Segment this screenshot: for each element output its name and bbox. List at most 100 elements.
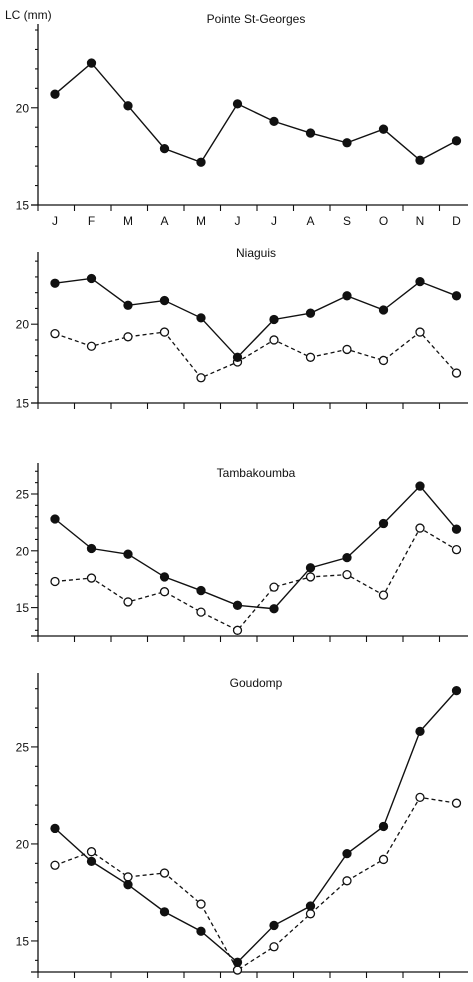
panel-title-niaguis: Niaguis (236, 246, 276, 260)
data-point-open-tambakoumba (196, 607, 206, 617)
series-line-open-niaguis (54, 331, 457, 379)
data-point-filled-tambakoumba (378, 518, 389, 529)
data-point-open-niaguis (451, 368, 462, 378)
panel-pointe-st-georges: Pointe St-Georges 15 20 J F M A M J J A S O N D (16, 12, 468, 228)
data-point-open-tambakoumba (378, 590, 389, 600)
data-point-filled-goudomp (50, 823, 60, 834)
data-point-open-goudomp (378, 854, 389, 865)
data-point-open-niaguis (159, 327, 170, 337)
data-point-filled-tambakoumba (305, 563, 316, 573)
data-point-filled-goudomp (342, 848, 352, 859)
data-point-filled-goudomp (451, 685, 462, 696)
data-point-open-tambakoumba (50, 576, 60, 587)
panel-niaguis: Niaguis 15 20 (16, 246, 468, 411)
data-point-open-goudomp (342, 876, 352, 886)
data-point-filled-niaguis (232, 352, 243, 362)
data-point-open-tambakoumba (159, 587, 170, 597)
data-point-filled-goudomp (123, 880, 133, 890)
data-point-open-tambakoumba (86, 573, 97, 583)
data-point-open-niaguis (269, 335, 279, 345)
data-point-open-goudomp (86, 847, 97, 857)
data-point-filled-goudomp (196, 926, 206, 936)
data-point-filled-pointe-st-georges (86, 58, 97, 68)
x-tick-label-pointe-st-georges: N (416, 214, 425, 228)
data-point-open-niaguis (378, 355, 389, 366)
data-point-filled-pointe-st-georges (451, 136, 462, 146)
y-tick-label-goudomp: 20 (16, 837, 30, 851)
data-point-open-tambakoumba (305, 572, 316, 582)
data-point-filled-pointe-st-georges (305, 128, 316, 138)
data-point-open-niaguis (50, 329, 60, 339)
data-point-open-goudomp (269, 942, 279, 952)
data-point-open-niaguis (415, 327, 425, 337)
data-point-filled-pointe-st-georges (123, 101, 133, 111)
y-tick-label-pointe-st-georges: 15 (16, 199, 30, 213)
x-tick-label-pointe-st-georges: A (160, 214, 168, 228)
data-point-filled-pointe-st-georges (342, 138, 352, 148)
data-point-filled-tambakoumba (232, 600, 243, 610)
data-point-filled-niaguis (451, 291, 462, 301)
y-tick-label-pointe-st-georges: 20 (16, 101, 30, 115)
data-point-filled-niaguis (196, 313, 206, 323)
series-line-filled-goudomp (54, 690, 458, 964)
y-tick-label-tambakoumba: 15 (16, 601, 30, 615)
data-point-filled-niaguis (305, 308, 316, 318)
series-line-filled-niaguis (54, 277, 457, 359)
x-tick-label-pointe-st-georges: J (52, 214, 58, 228)
x-tick-label-pointe-st-georges: J (271, 214, 277, 228)
data-point-filled-pointe-st-georges (196, 157, 206, 167)
series-line-filled-pointe-st-georges (54, 62, 457, 164)
data-point-filled-tambakoumba (196, 585, 206, 596)
data-point-open-niaguis (123, 332, 133, 342)
y-tick-label-tambakoumba: 25 (16, 487, 30, 501)
chart-panels: Pointe St-Georges 15 20 J F M A M J J A S O N D Niaguis… (16, 12, 468, 978)
y-tick-label-goudomp: 25 (16, 740, 30, 754)
data-point-open-niaguis (196, 373, 206, 383)
data-point-open-tambakoumba (123, 597, 133, 607)
data-point-filled-tambakoumba (159, 572, 170, 582)
data-point-filled-pointe-st-georges (232, 99, 243, 109)
x-tick-label-pointe-st-georges: A (306, 214, 314, 228)
data-point-open-goudomp (196, 899, 206, 909)
data-point-open-niaguis (86, 341, 97, 351)
x-tick-label-pointe-st-georges: S (343, 214, 351, 228)
data-point-open-tambakoumba (342, 570, 352, 580)
data-point-filled-niaguis (86, 273, 97, 284)
data-point-open-goudomp (123, 872, 133, 882)
data-point-filled-niaguis (378, 305, 389, 315)
data-point-filled-tambakoumba (50, 514, 60, 524)
x-tick-label-pointe-st-georges: D (452, 214, 461, 228)
data-point-filled-niaguis (159, 295, 170, 306)
data-point-open-tambakoumba (415, 523, 425, 533)
data-point-filled-goudomp (269, 920, 279, 931)
panel-title-goudomp: Goudomp (230, 676, 283, 690)
data-point-filled-pointe-st-georges (378, 124, 389, 134)
data-point-filled-goudomp (86, 856, 97, 867)
data-point-open-niaguis (342, 344, 352, 355)
data-point-filled-niaguis (415, 276, 425, 287)
y-tick-label-niaguis: 20 (16, 318, 30, 332)
data-point-filled-tambakoumba (451, 524, 462, 534)
data-point-open-goudomp (159, 868, 170, 878)
data-point-open-goudomp (415, 792, 425, 803)
panel-title-tambakoumba: Tambakoumba (217, 466, 296, 480)
data-point-filled-goudomp (305, 901, 316, 911)
data-point-open-goudomp (232, 965, 243, 975)
panel-goudomp: Goudomp 15 20 25 (16, 673, 468, 978)
x-tick-label-pointe-st-georges: F (88, 214, 95, 228)
data-point-filled-tambakoumba (123, 549, 133, 559)
data-point-filled-niaguis (50, 278, 60, 288)
data-point-open-goudomp (50, 860, 60, 870)
data-point-filled-pointe-st-georges (50, 89, 60, 99)
data-point-filled-tambakoumba (415, 481, 425, 491)
data-point-filled-tambakoumba (269, 604, 279, 614)
data-point-open-niaguis (305, 352, 316, 362)
data-point-open-tambakoumba (232, 625, 243, 635)
x-tick-label-pointe-st-georges: J (235, 214, 241, 228)
data-point-filled-pointe-st-georges (269, 116, 279, 127)
data-point-filled-tambakoumba (342, 552, 352, 563)
data-point-open-goudomp (451, 798, 462, 808)
data-point-filled-tambakoumba (86, 543, 97, 554)
data-point-filled-goudomp (232, 957, 243, 967)
